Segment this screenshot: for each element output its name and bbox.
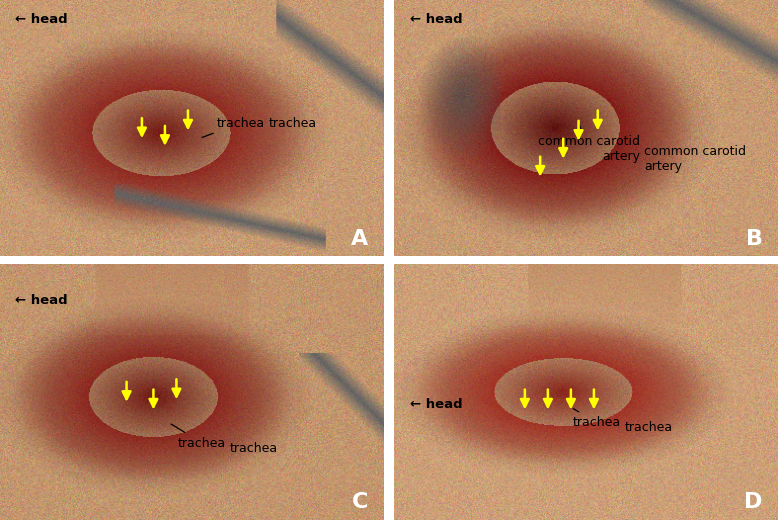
Text: ← head: ← head bbox=[16, 13, 68, 26]
Text: trachea: trachea bbox=[202, 116, 265, 137]
Text: C: C bbox=[352, 492, 368, 512]
Text: trachea: trachea bbox=[171, 424, 226, 450]
Text: trachea: trachea bbox=[268, 116, 317, 129]
Text: ← head: ← head bbox=[410, 398, 462, 411]
Text: trachea: trachea bbox=[573, 409, 621, 429]
Text: ← head: ← head bbox=[410, 13, 462, 26]
Text: D: D bbox=[745, 492, 762, 512]
Text: B: B bbox=[745, 229, 762, 249]
Text: A: A bbox=[351, 229, 368, 249]
Text: common carotid
artery: common carotid artery bbox=[643, 145, 746, 173]
Text: trachea: trachea bbox=[230, 441, 279, 454]
Text: ← head: ← head bbox=[16, 294, 68, 307]
Text: common carotid
artery: common carotid artery bbox=[538, 126, 640, 163]
Text: trachea: trachea bbox=[625, 421, 673, 434]
